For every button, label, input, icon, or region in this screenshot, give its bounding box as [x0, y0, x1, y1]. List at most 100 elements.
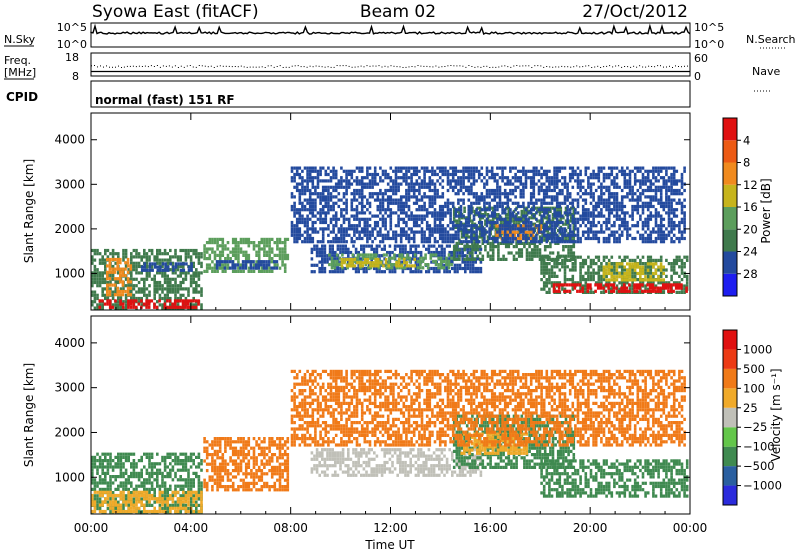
heatmap-cell	[594, 204, 598, 209]
freq-point	[402, 67, 404, 68]
heatmap-cell	[117, 252, 120, 256]
heatmap-cell	[363, 217, 367, 221]
freq-point	[144, 65, 146, 67]
heatmap-cell	[538, 251, 542, 255]
heatmap-cell	[434, 259, 438, 263]
heatmap-cell	[373, 182, 377, 186]
heatmap-cell	[489, 241, 492, 245]
heatmap-cell	[334, 169, 338, 173]
heatmap-cell	[140, 268, 144, 272]
heatmap-cell	[469, 270, 472, 274]
heatmap-cell	[605, 220, 608, 225]
heatmap-cell	[477, 172, 481, 177]
freq-point	[525, 65, 527, 67]
heatmap-cell	[597, 268, 601, 272]
heatmap-cell	[104, 296, 107, 301]
heatmap-cell	[311, 166, 315, 170]
freq-point	[312, 66, 314, 68]
nave-tick-bottom: 0	[694, 70, 701, 83]
heatmap-cell	[386, 208, 390, 212]
heatmap-cell	[620, 262, 624, 266]
heatmap-cell	[98, 299, 102, 303]
heatmap-cell	[529, 220, 533, 225]
heatmap-cell	[318, 250, 321, 255]
heatmap-cell	[394, 236, 398, 241]
heatmap-cell	[218, 250, 222, 254]
heatmap-cell	[417, 244, 420, 248]
heatmap-cell	[641, 192, 645, 196]
heatmap-cell	[433, 227, 437, 231]
heatmap-cell	[453, 266, 457, 271]
heatmap-cell	[683, 274, 686, 278]
heatmap-cell	[341, 270, 345, 274]
heatmap-cell	[633, 289, 636, 293]
heatmap-cell	[340, 211, 343, 215]
heatmap-cell	[242, 269, 245, 273]
heatmap-cell	[633, 224, 637, 228]
heatmap-cell	[548, 201, 551, 205]
heatmap-cell	[431, 204, 434, 209]
heatmap-cell	[481, 235, 485, 239]
heatmap-cell	[298, 220, 302, 225]
heatmap-cell	[124, 255, 128, 259]
heatmap-cell	[293, 230, 296, 234]
heatmap-cell	[597, 220, 601, 225]
heatmap-cell	[380, 254, 384, 258]
heatmap-cell	[458, 263, 462, 267]
heatmap-cell	[301, 201, 304, 205]
freq-point	[687, 65, 688, 67]
heatmap-cell	[438, 169, 442, 173]
heatmap-cell	[187, 255, 190, 259]
heatmap-cell	[126, 270, 130, 274]
heatmap-cell	[558, 262, 562, 266]
heatmap-cell	[153, 265, 157, 269]
freq-point	[378, 65, 380, 67]
heatmap-cell	[488, 176, 491, 180]
heatmap-cell	[431, 198, 434, 202]
heatmap-cell	[496, 192, 499, 196]
heatmap-cell	[176, 264, 180, 269]
heatmap-cell	[200, 255, 203, 259]
heatmap-cell	[428, 211, 432, 215]
heatmap-cell	[360, 169, 364, 173]
heatmap-cell	[576, 211, 580, 215]
heatmap-cell	[659, 281, 663, 285]
heatmap-cell	[360, 217, 364, 221]
heatmap-cell	[386, 236, 390, 241]
heatmap-cell	[329, 217, 333, 221]
heatmap-cell	[493, 192, 497, 196]
heatmap-cell	[542, 265, 546, 269]
heatmap-cell	[205, 241, 209, 245]
heatmap-cell	[514, 176, 517, 180]
heatmap-cell	[340, 230, 343, 234]
heatmap-cell	[545, 227, 549, 231]
heatmap-cell	[353, 240, 356, 244]
heatmap-cell	[366, 257, 370, 262]
heatmap-cell	[153, 274, 156, 278]
heatmap-cell	[607, 227, 611, 231]
heatmap-cell	[425, 185, 429, 189]
heatmap-cell	[555, 255, 559, 259]
heatmap-cell	[555, 179, 559, 183]
heatmap-cell	[367, 253, 370, 257]
heatmap-cell	[433, 192, 437, 196]
heatmap-cell	[535, 236, 538, 241]
heatmap-cell	[432, 253, 435, 257]
heatmap-cell	[493, 236, 497, 241]
heatmap-cell	[104, 277, 107, 281]
heatmap-cell	[177, 262, 180, 266]
heatmap-cell	[540, 255, 543, 259]
heatmap-cell	[101, 255, 104, 259]
heatmap-cell	[555, 214, 559, 218]
heatmap-cell	[444, 227, 447, 231]
heatmap-cell	[321, 263, 324, 267]
heatmap-cell	[163, 274, 167, 278]
heatmap-cell	[355, 208, 359, 212]
heatmap-cell	[428, 179, 432, 183]
heatmap-cell	[311, 220, 315, 225]
heatmap-cell	[182, 287, 185, 291]
heatmap-cell	[646, 240, 650, 244]
heatmap-cell	[303, 208, 307, 212]
heatmap-cell	[332, 166, 335, 170]
heatmap-cell	[522, 220, 525, 225]
